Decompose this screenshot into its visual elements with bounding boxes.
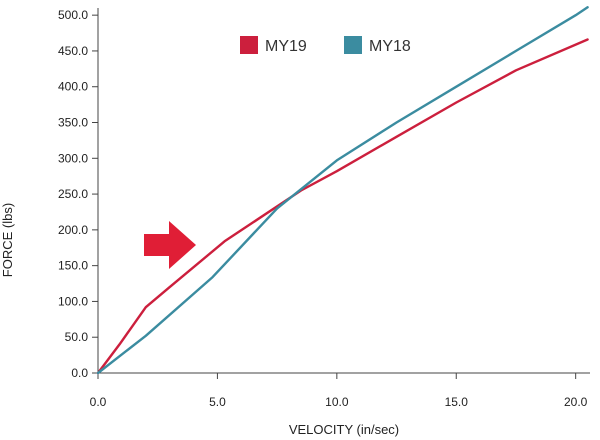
legend-swatch-my18 [344, 36, 362, 54]
legend-label-my19: MY19 [265, 38, 307, 55]
legend: MY19 MY18 [240, 36, 411, 55]
series-lines [96, 6, 589, 375]
y-tick-label: 500.0 [58, 8, 88, 22]
y-tick-label: 100.0 [58, 294, 88, 308]
y-axis-ticks: 0.0 50.0 100.0 150.0 200.0 250.0 300.0 350.0 400… [58, 8, 98, 380]
y-tick-label: 50.0 [65, 330, 89, 344]
y-tick-label: 350.0 [58, 116, 88, 130]
y-tick-label: 150.0 [58, 259, 88, 273]
y-tick-label: 0.0 [71, 366, 88, 380]
x-tick-label: 5.0 [209, 395, 226, 409]
legend-swatch-my19 [240, 36, 258, 54]
highlight-arrow [144, 221, 196, 269]
y-tick-label: 300.0 [58, 151, 88, 165]
y-tick-label: 250.0 [58, 187, 88, 201]
x-tick-label: 20.0 [564, 395, 588, 409]
x-tick-label: 10.0 [325, 395, 349, 409]
x-tick-label: 15.0 [445, 395, 469, 409]
y-tick-label: 200.0 [58, 223, 88, 237]
x-tick-label: 0.0 [90, 395, 107, 409]
x-axis-title: VELOCITY (in/sec) [289, 422, 399, 437]
series-line-my18 [96, 6, 589, 375]
y-axis-title: FORCE (lbs) [0, 203, 15, 277]
legend-label-my18: MY18 [369, 38, 411, 55]
y-tick-label: 450.0 [58, 44, 88, 58]
y-tick-label: 400.0 [58, 80, 88, 94]
series-line-my19 [96, 38, 589, 375]
x-axis-ticks: 0.0 5.0 10.0 15.0 20.0 [90, 373, 588, 409]
